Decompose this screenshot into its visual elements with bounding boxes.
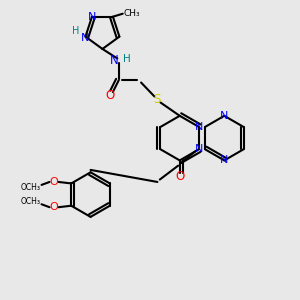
Text: N: N — [81, 33, 90, 43]
Text: H: H — [123, 54, 131, 64]
Text: CH₃: CH₃ — [123, 9, 140, 18]
Text: OCH₃: OCH₃ — [20, 197, 40, 206]
Text: O: O — [49, 202, 58, 212]
Text: O: O — [105, 88, 115, 101]
Text: N: N — [220, 155, 229, 165]
Text: N: N — [220, 111, 229, 121]
Text: H: H — [72, 26, 80, 36]
Text: N: N — [88, 12, 96, 22]
Text: O: O — [49, 177, 58, 187]
Text: OCH₃: OCH₃ — [20, 183, 40, 192]
Text: N: N — [110, 54, 119, 67]
Text: S: S — [154, 93, 161, 106]
Text: O: O — [175, 170, 184, 183]
Text: N: N — [195, 122, 203, 132]
Text: N: N — [195, 144, 203, 154]
